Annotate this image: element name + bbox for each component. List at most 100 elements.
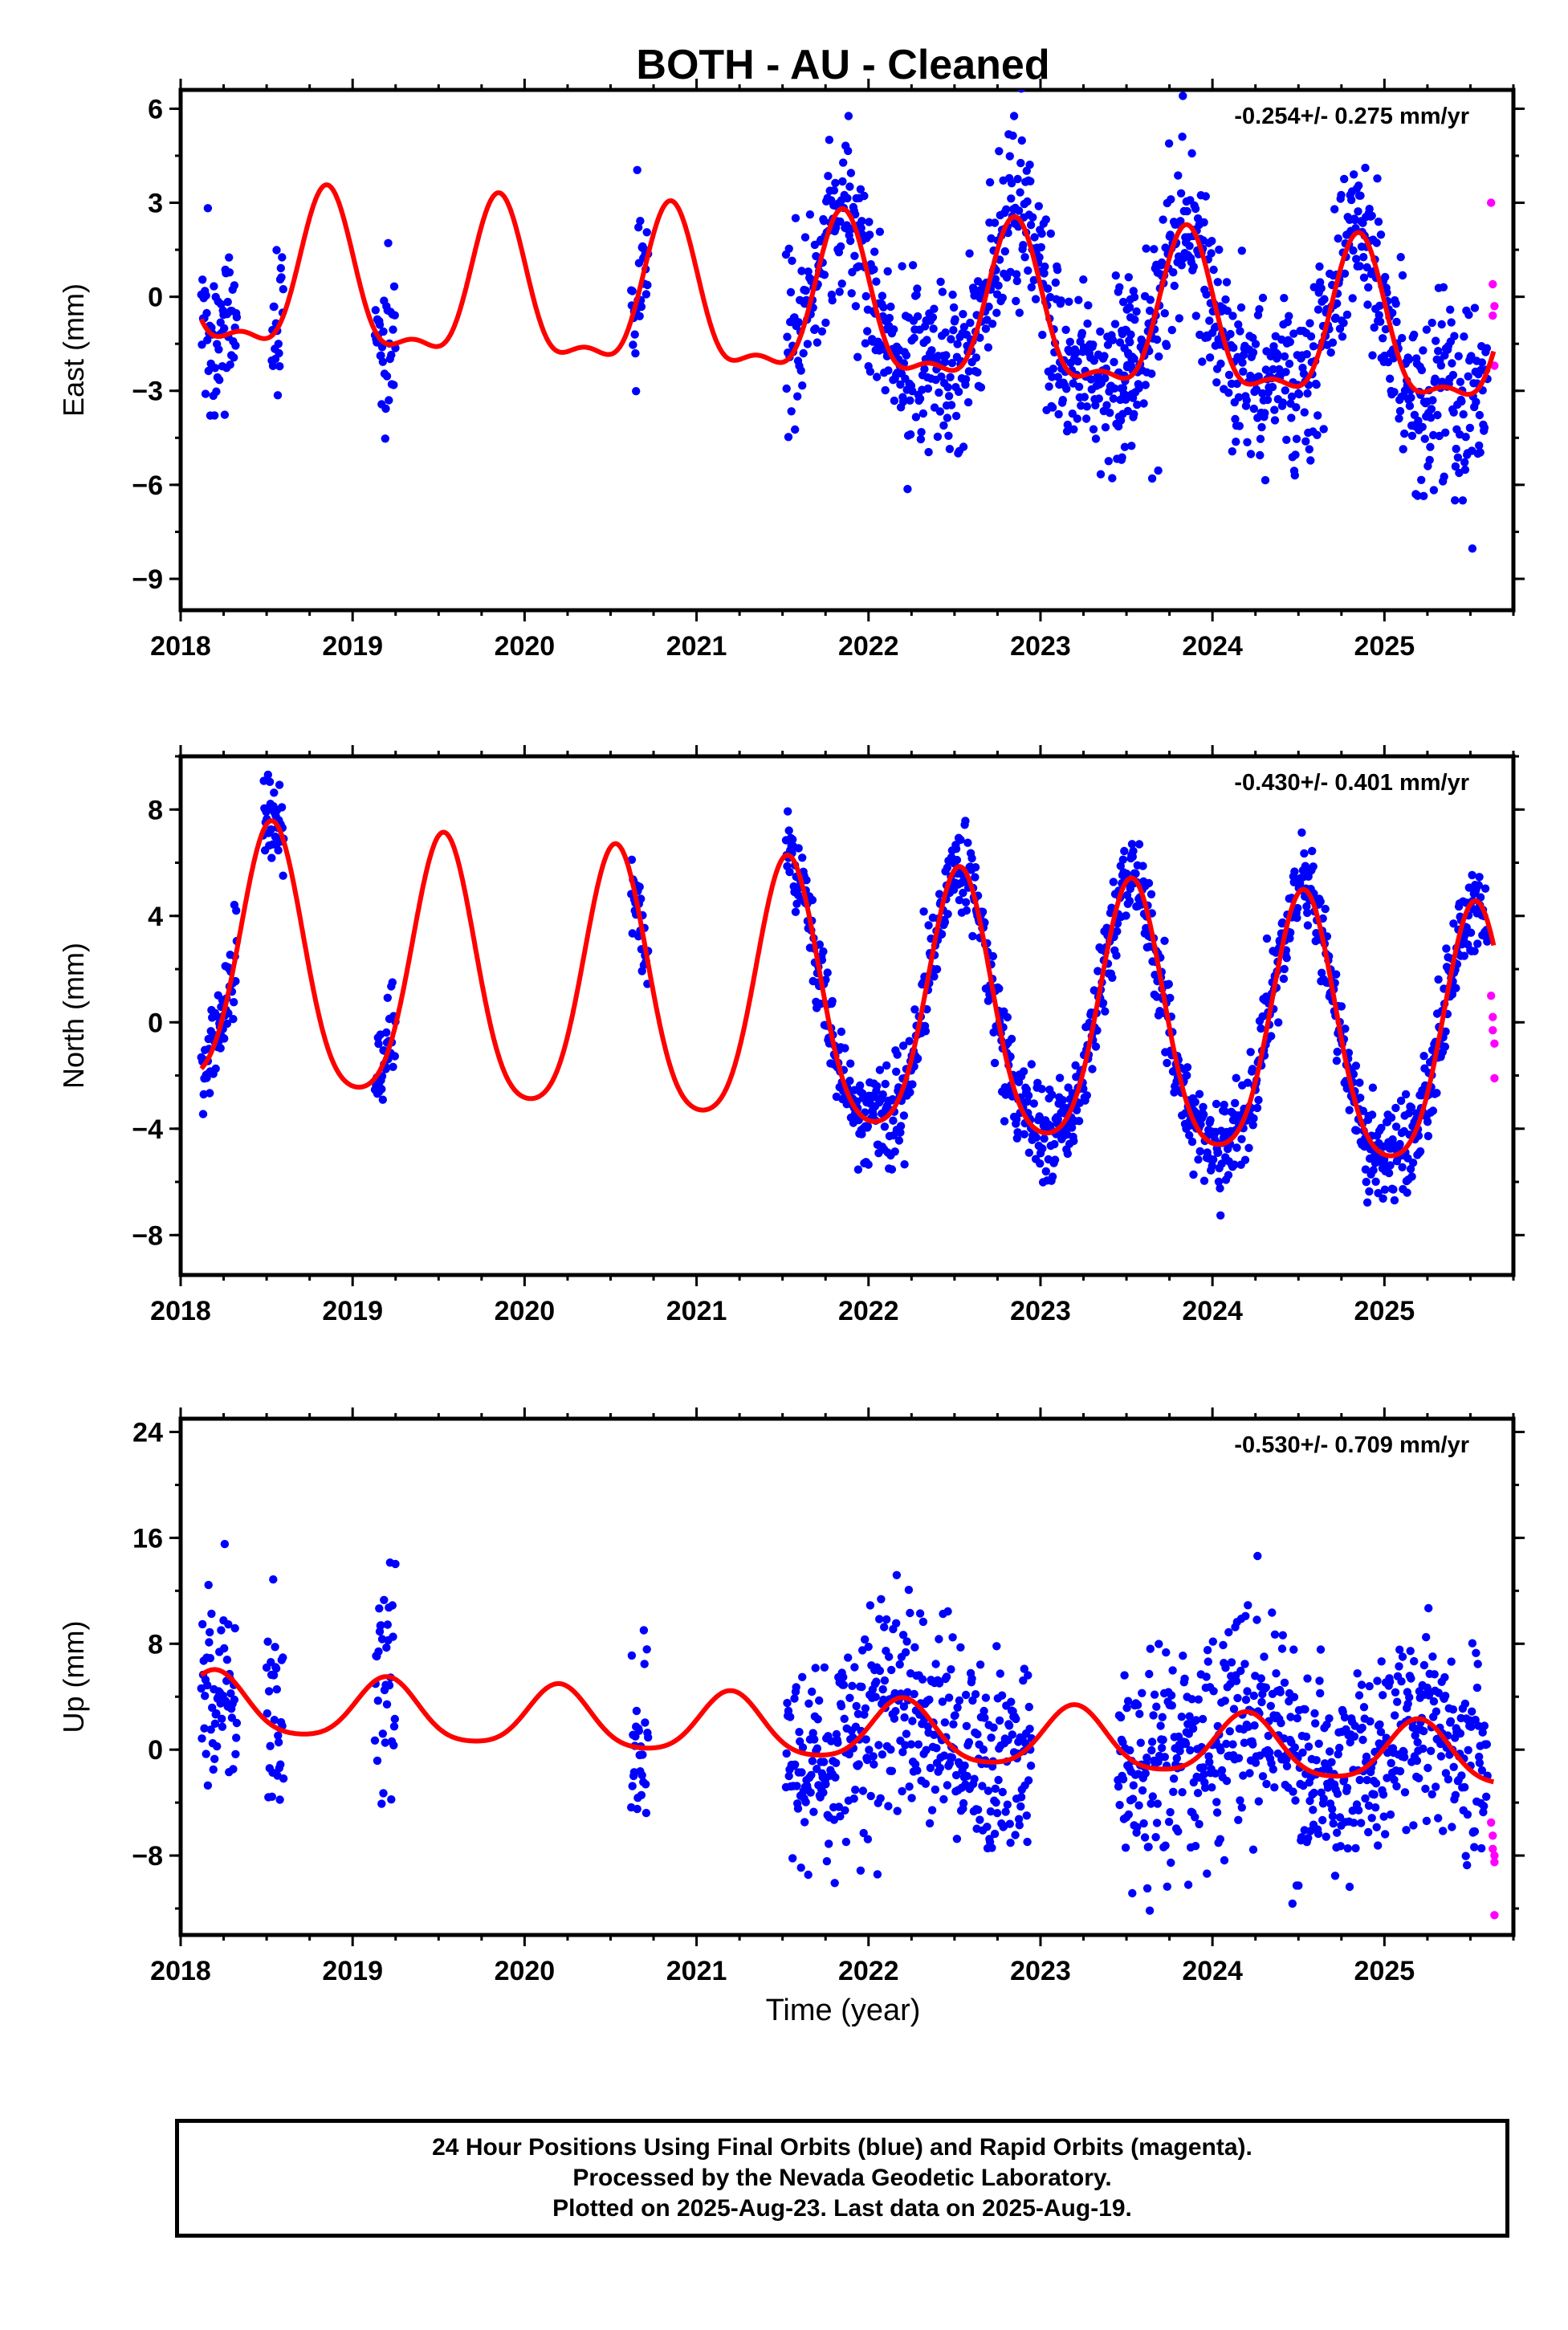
up-data-point bbox=[956, 1643, 965, 1652]
east-data-point bbox=[875, 227, 885, 236]
east-data-point bbox=[1065, 337, 1075, 346]
east-data-point bbox=[1202, 290, 1211, 299]
east-data-point bbox=[1167, 325, 1177, 335]
east-data-point bbox=[1221, 295, 1230, 304]
east-data-point bbox=[860, 191, 869, 201]
up-data-point bbox=[1169, 1774, 1179, 1783]
east-data-point bbox=[910, 333, 918, 343]
up-data-point bbox=[1309, 1788, 1318, 1798]
up-data-point bbox=[1272, 1669, 1281, 1678]
east-y-tick-label: −3 bbox=[132, 377, 163, 407]
north-data-point bbox=[943, 863, 952, 872]
up-data-point bbox=[1203, 1657, 1213, 1666]
east-y-tick-label: −9 bbox=[132, 564, 163, 595]
east-data-point bbox=[1069, 425, 1078, 434]
east-data-point bbox=[865, 367, 875, 376]
up-data-point bbox=[1209, 1687, 1218, 1696]
east-rapid-point bbox=[1489, 279, 1497, 289]
east-data-point bbox=[1294, 389, 1304, 399]
up-data-point bbox=[1181, 1739, 1191, 1749]
up-data-point bbox=[206, 1627, 214, 1637]
up-data-point bbox=[1256, 1674, 1266, 1683]
up-data-point bbox=[1234, 1754, 1244, 1762]
up-x-tick-label: 2022 bbox=[838, 1956, 899, 1986]
north-data-point bbox=[1212, 1099, 1221, 1109]
north-data-point bbox=[919, 907, 928, 916]
east-data-point bbox=[1208, 237, 1216, 246]
north-data-point bbox=[1293, 903, 1302, 913]
east-data-point bbox=[1111, 271, 1121, 280]
up-data-point bbox=[1335, 1743, 1344, 1753]
north-data-point bbox=[1432, 1089, 1441, 1098]
up-data-point bbox=[226, 1689, 235, 1698]
north-data-point bbox=[1365, 1187, 1374, 1196]
up-data-point bbox=[1447, 1657, 1456, 1666]
east-data-point bbox=[928, 313, 938, 322]
north-data-point bbox=[1480, 884, 1490, 893]
up-data-point bbox=[1270, 1783, 1279, 1792]
east-data-point bbox=[984, 302, 993, 312]
east-data-point bbox=[1246, 371, 1255, 381]
up-data-point bbox=[1257, 1697, 1266, 1707]
north-data-point bbox=[1434, 975, 1443, 984]
north-data-point bbox=[1316, 897, 1325, 906]
up-data-point bbox=[1225, 1727, 1235, 1736]
east-data-point bbox=[951, 411, 961, 421]
up-data-point bbox=[892, 1619, 901, 1628]
up-data-point bbox=[839, 1672, 848, 1682]
east-data-point bbox=[1375, 301, 1384, 310]
east-data-point bbox=[1017, 90, 1026, 93]
east-data-point bbox=[274, 340, 283, 348]
up-data-point bbox=[1444, 1775, 1453, 1784]
up-data-point bbox=[996, 1669, 1005, 1678]
east-data-point bbox=[1193, 214, 1203, 223]
up-data-point bbox=[1434, 1814, 1443, 1823]
east-data-point bbox=[1460, 458, 1469, 466]
up-data-point bbox=[970, 1774, 979, 1783]
up-data-point bbox=[1333, 1790, 1342, 1798]
up-data-point bbox=[1322, 1720, 1331, 1729]
east-data-point bbox=[1139, 399, 1148, 408]
north-data-point bbox=[971, 873, 979, 882]
east-data-point bbox=[985, 177, 995, 187]
up-data-point bbox=[845, 1693, 854, 1702]
east-data-point bbox=[917, 428, 926, 437]
east-data-point bbox=[630, 330, 639, 339]
east-data-point bbox=[857, 223, 865, 233]
east-data-point bbox=[890, 325, 898, 334]
north-data-point bbox=[1396, 1096, 1406, 1106]
north-data-point bbox=[962, 906, 971, 915]
east-data-point bbox=[1429, 486, 1439, 495]
up-data-point bbox=[387, 1795, 396, 1804]
up-data-point bbox=[935, 1763, 945, 1773]
up-data-point bbox=[1357, 1680, 1366, 1689]
up-rapid-point bbox=[1489, 1831, 1497, 1840]
north-data-point bbox=[1074, 1117, 1084, 1126]
up-data-point bbox=[1419, 1744, 1427, 1754]
up-data-point bbox=[1313, 1829, 1323, 1839]
up-data-point bbox=[1158, 1713, 1167, 1721]
east-data-point bbox=[1261, 409, 1269, 418]
east-data-point bbox=[964, 367, 974, 376]
up-data-point bbox=[1362, 1775, 1371, 1785]
up-x-tick-label: 2018 bbox=[150, 1956, 211, 1986]
up-data-point bbox=[907, 1794, 916, 1802]
north-data-point bbox=[1368, 1083, 1378, 1092]
east-data-point bbox=[1278, 398, 1288, 407]
up-data-point bbox=[1365, 1682, 1374, 1691]
north-rapid-point bbox=[1487, 992, 1496, 1000]
north-data-point bbox=[1053, 1114, 1063, 1123]
up-data-point bbox=[940, 1718, 950, 1727]
north-data-point bbox=[1290, 867, 1299, 876]
up-data-point bbox=[1159, 1735, 1167, 1745]
north-data-point bbox=[798, 853, 807, 862]
east-data-point bbox=[1089, 340, 1098, 349]
up-data-point bbox=[926, 1763, 935, 1773]
up-rapid-point bbox=[1487, 1818, 1496, 1827]
up-data-point bbox=[204, 1580, 213, 1590]
east-data-point bbox=[1051, 278, 1061, 287]
east-data-point bbox=[1174, 171, 1183, 180]
up-data-point bbox=[1422, 1632, 1431, 1642]
east-data-point bbox=[203, 204, 213, 213]
east-data-point bbox=[825, 136, 834, 145]
